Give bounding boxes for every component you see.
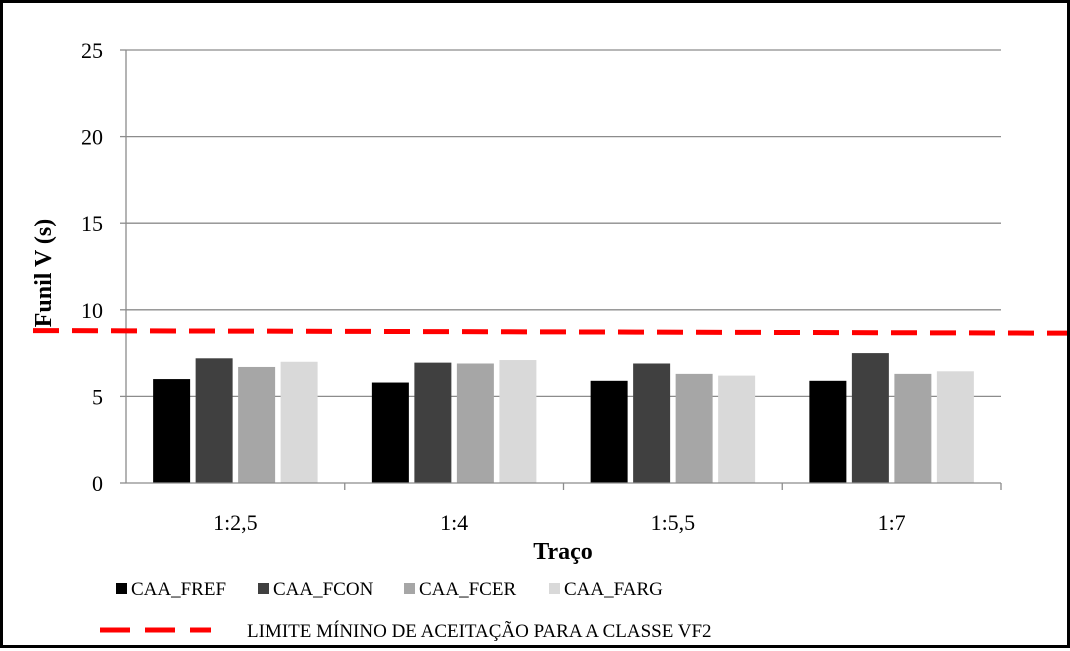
bar-caa-farg [718, 375, 756, 483]
legend-label: CAA_FCON [273, 579, 374, 600]
legend: CAA_FREF CAA_FCON CAA_FCER CAA_FARG LIMITE M… [100, 579, 712, 642]
bar-caa-fcer [238, 366, 276, 483]
bars [153, 353, 974, 483]
axes [125, 50, 1002, 490]
bar-caa-fref [809, 380, 847, 483]
bar-caa-fcon [414, 362, 452, 483]
bar-caa-farg [936, 371, 974, 483]
bar-caa-farg [499, 360, 537, 483]
x-tick-label: 1:7 [878, 510, 906, 535]
x-tick-label: 1:2,5 [213, 510, 258, 535]
legend-swatch [549, 583, 560, 594]
legend-label: CAA_FREF [131, 579, 226, 600]
reference-line-vf2 [32, 328, 1068, 336]
legend-swatch [258, 583, 269, 594]
y-tick-label: 15 [81, 211, 103, 236]
bar-caa-fref [371, 382, 409, 483]
bar-caa-fref [153, 379, 191, 483]
bar-caa-fcon [633, 363, 671, 483]
legend-label: CAA_FCER [419, 579, 516, 600]
y-tick-label: 0 [92, 471, 103, 496]
legend-label: CAA_FARG [564, 579, 663, 600]
y-tick-labels: 0 5 10 15 20 25 [81, 38, 103, 496]
y-tick-label: 25 [81, 38, 103, 63]
reference-line [32, 328, 1068, 336]
y-tick-label: 5 [92, 384, 103, 409]
legend-swatch [116, 583, 127, 594]
y-tick-label: 10 [81, 298, 103, 323]
y-tick-label: 20 [81, 125, 103, 150]
x-tick-labels: 1:2,5 1:4 1:5,5 1:7 [213, 510, 906, 535]
legend-label-reference-line: LIMITE MÍNINO DE ACEITAÇÃO PARA A CLASSE… [247, 620, 712, 642]
legend-swatch [404, 583, 415, 594]
bar-caa-fcer [456, 363, 494, 483]
bar-caa-farg [280, 361, 318, 483]
x-tick-label: 1:4 [440, 510, 468, 535]
bar-caa-fcon [195, 358, 233, 483]
y-axis-title: Funil V (s) [31, 219, 57, 327]
bar-caa-fref [590, 380, 628, 483]
x-tick-label: 1:5,5 [651, 510, 696, 535]
bar-caa-fcer [894, 373, 932, 483]
x-axis-title: Traço [533, 539, 593, 565]
bar-caa-fcer [675, 373, 713, 483]
bar-caa-fcon [851, 353, 889, 483]
